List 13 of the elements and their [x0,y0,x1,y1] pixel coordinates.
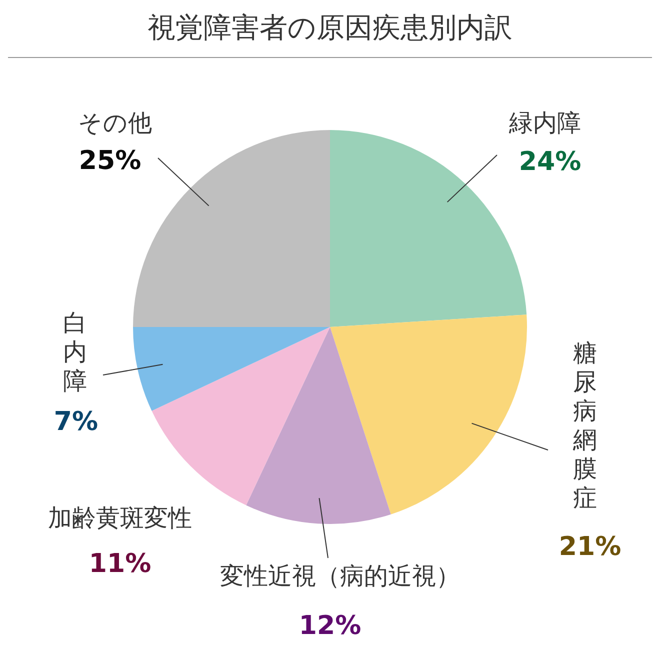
data-label: 12% [298,610,362,641]
data-label: 24% [518,146,582,177]
slice-label: 加齢黄斑変性 [48,504,192,532]
data-label: 21% [558,532,622,562]
slice-label: 糖尿病網膜症 [572,339,597,512]
data-label: 25% [78,146,142,176]
slice-label: 変性近視（病的近視） [220,562,460,590]
data-label: 7% [54,406,98,437]
slice-label: その他 [78,109,152,138]
data-label: 11% [88,548,152,579]
chart-title: 視覚障害者の原因疾患別内訳 [8,8,652,58]
slice-label: 白内障 [63,309,87,396]
slice-label: 緑内障 [508,109,581,138]
